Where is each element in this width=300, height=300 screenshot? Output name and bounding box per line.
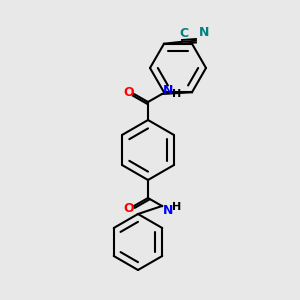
Text: O: O [124,202,134,215]
Text: N: N [163,203,173,217]
Text: C: C [179,27,189,40]
Text: N: N [199,26,209,39]
Text: H: H [172,202,182,212]
Text: O: O [124,85,134,98]
Text: H: H [172,89,182,99]
Text: N: N [163,85,173,98]
